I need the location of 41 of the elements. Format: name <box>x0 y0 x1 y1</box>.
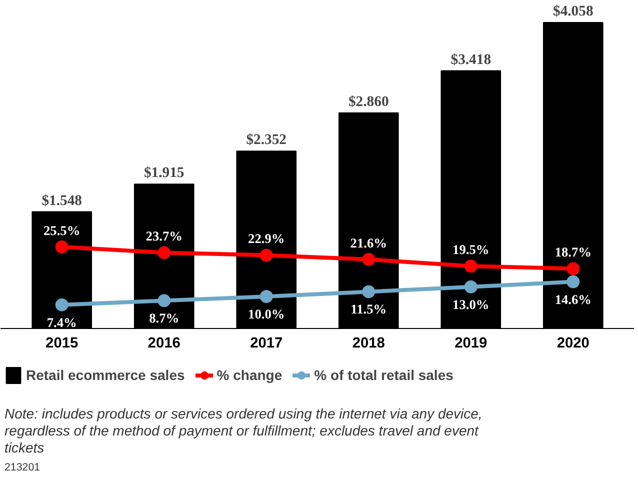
legend-label: % of total retail sales <box>314 367 454 383</box>
point <box>55 298 68 312</box>
data-label: 22.9% <box>248 231 285 246</box>
data-label: 25.5% <box>44 222 80 238</box>
x-tick-label: 2015 <box>46 336 78 352</box>
data-label: 21.6% <box>350 235 387 250</box>
data-label: $3.418 <box>450 52 492 68</box>
legend-label: Retail ecommerce sales <box>26 367 185 383</box>
point <box>464 260 478 273</box>
data-label: $4.058 <box>552 4 594 20</box>
data-label: $2.352 <box>246 132 287 148</box>
data-label: $1.915 <box>144 165 184 182</box>
data-label: $1.548 <box>42 192 82 209</box>
x-tick-label: 2019 <box>454 336 488 352</box>
data-label: 14.6% <box>554 292 592 307</box>
point <box>55 240 68 254</box>
data-label: 11.5% <box>350 302 387 317</box>
point <box>566 262 580 276</box>
point <box>158 294 171 308</box>
data-label: 23.7% <box>146 228 182 244</box>
data-label: 13.0% <box>452 296 490 312</box>
point <box>464 280 478 294</box>
point <box>566 275 580 288</box>
x-tick-label: 2018 <box>352 336 385 352</box>
text: Note: includes products or services ordered using the internet via any device, regardless of the method of payment or fulfillment; excludes travel and event tickets <box>4 406 482 456</box>
x-tick-label: 2020 <box>556 336 590 352</box>
legend-label: % change <box>216 367 282 383</box>
data-label: 8.7% <box>149 310 180 326</box>
point <box>260 290 273 303</box>
data-label: 10.0% <box>248 306 285 322</box>
text: 213201 <box>4 462 40 474</box>
data-label: 7.4% <box>46 314 77 330</box>
data-label: 19.5% <box>452 242 490 258</box>
x-tick-label: 2017 <box>250 336 283 352</box>
data-label: 18.7% <box>554 244 592 260</box>
point <box>362 285 376 298</box>
data-label: $2.860 <box>348 94 389 110</box>
point <box>260 248 273 262</box>
point <box>158 246 171 260</box>
x-tick-label: 2016 <box>148 336 180 352</box>
point <box>362 252 376 266</box>
